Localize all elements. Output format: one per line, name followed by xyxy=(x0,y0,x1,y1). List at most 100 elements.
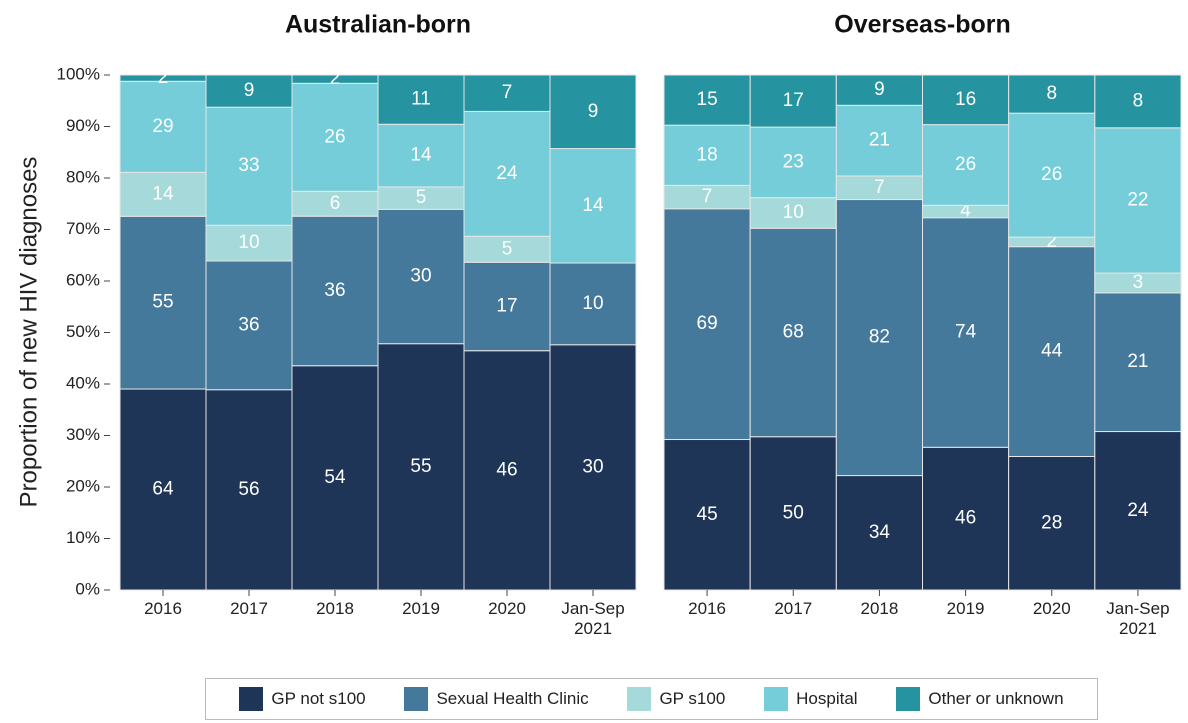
data-label: 10 xyxy=(582,293,603,314)
data-label: 10 xyxy=(238,232,259,253)
y-tick-label: 40% xyxy=(66,373,100,392)
data-label: 2 xyxy=(158,67,169,88)
y-axis-label: Proportion of new HIV diagnoses xyxy=(15,157,42,508)
bar-segment xyxy=(835,475,923,591)
x-tick-label: 2018 xyxy=(316,599,354,618)
bar-segment xyxy=(291,82,379,192)
data-label: 9 xyxy=(874,79,885,100)
data-label: 55 xyxy=(152,292,173,313)
data-label: 54 xyxy=(324,467,346,488)
y-tick-label: 30% xyxy=(66,425,100,444)
bar-segment xyxy=(549,344,637,591)
bar-segment xyxy=(119,80,207,173)
bar-segment xyxy=(1094,431,1182,591)
x-tick-label: Jan-Sep 2021 xyxy=(1106,599,1170,638)
data-label: 7 xyxy=(502,82,513,103)
bar-segment xyxy=(922,446,1010,591)
data-label: 7 xyxy=(874,177,885,198)
data-label: 68 xyxy=(783,322,804,343)
x-tick-label: 2016 xyxy=(688,599,726,618)
bar-segment xyxy=(922,124,1010,206)
legend-item: Other or unknown xyxy=(896,687,1064,711)
x-tick-label: 2020 xyxy=(1032,599,1071,618)
data-label: 22 xyxy=(1127,189,1148,210)
bar-segment xyxy=(377,208,465,345)
bar-segment xyxy=(1094,292,1182,433)
data-label: 14 xyxy=(582,195,604,216)
data-label: 2 xyxy=(1046,231,1057,252)
bar-segment xyxy=(835,74,923,106)
bar-segment xyxy=(663,208,751,441)
x-tick-label: 2020 xyxy=(488,599,526,618)
data-label: 10 xyxy=(783,202,804,223)
x-tick-label: 2019 xyxy=(402,599,440,618)
data-label: 55 xyxy=(410,456,431,477)
x-tick-label: 2017 xyxy=(230,599,268,618)
data-label: 30 xyxy=(410,266,431,287)
data-label: 4 xyxy=(960,201,971,222)
legend-item: GP not s100 xyxy=(239,687,366,711)
y-tick-label: 90% xyxy=(66,116,100,135)
bar-segment xyxy=(463,74,551,112)
data-label: 5 xyxy=(416,187,427,208)
x-tick-label: 2017 xyxy=(774,599,813,618)
bar-segment xyxy=(749,74,837,128)
legend-label: GP s100 xyxy=(659,689,726,708)
bar-segment xyxy=(205,389,293,591)
data-label: 11 xyxy=(411,89,431,110)
data-label: 26 xyxy=(1041,164,1062,185)
data-label: 6 xyxy=(330,193,341,214)
data-label: 26 xyxy=(324,126,345,147)
bar-segment xyxy=(749,197,837,229)
data-label: 69 xyxy=(697,313,718,334)
data-label: 18 xyxy=(697,144,718,165)
bar-segment xyxy=(549,262,637,346)
bar-segment xyxy=(1008,455,1096,591)
x-tick-label: Jan-Sep 2021 xyxy=(561,599,625,638)
y-tick-label: 0% xyxy=(75,579,100,598)
bar-segment xyxy=(377,74,465,125)
data-label: 15 xyxy=(697,89,718,110)
data-label: 8 xyxy=(1046,83,1057,104)
y-tick-label: 70% xyxy=(66,219,100,238)
data-label: 28 xyxy=(1041,512,1062,533)
data-label: 29 xyxy=(152,116,173,137)
legend-swatch xyxy=(239,687,264,711)
data-label: 21 xyxy=(1127,351,1148,372)
bar-segment xyxy=(549,148,637,264)
bar-segment xyxy=(291,215,379,367)
data-label: 82 xyxy=(869,327,890,348)
bar-segment xyxy=(119,171,207,217)
x-tick-label: 2016 xyxy=(144,599,182,618)
legend-label: Sexual Health Clinic xyxy=(436,689,589,708)
bar-segment xyxy=(377,343,465,591)
data-label: 26 xyxy=(955,154,976,175)
data-label: 36 xyxy=(238,314,259,335)
legend-item: Sexual Health Clinic xyxy=(404,687,589,711)
data-label: 50 xyxy=(783,502,804,523)
bar-segment xyxy=(749,436,837,591)
bar-segment xyxy=(1008,112,1096,238)
bar-segment xyxy=(663,124,751,186)
bar-segment xyxy=(291,365,379,591)
y-tick-label: 80% xyxy=(66,167,100,186)
data-label: 16 xyxy=(955,89,976,110)
data-label: 24 xyxy=(1127,500,1149,521)
bar-segment xyxy=(291,190,379,217)
legend: GP not s100 Sexual Health Clinic GP s100 Ho… xyxy=(205,678,1098,720)
data-label: 8 xyxy=(1133,90,1144,111)
y-tick-label: 100% xyxy=(57,64,100,83)
data-label: 17 xyxy=(783,90,804,111)
data-label: 7 xyxy=(702,186,713,207)
data-label: 30 xyxy=(582,456,603,477)
data-label: 64 xyxy=(152,479,174,500)
data-label: 36 xyxy=(324,280,345,301)
legend-swatch xyxy=(404,687,429,711)
bar-segment xyxy=(463,350,551,591)
data-label: 23 xyxy=(783,151,804,172)
data-label: 44 xyxy=(1041,341,1063,362)
legend-swatch xyxy=(627,687,652,711)
legend-label: Hospital xyxy=(796,689,858,708)
data-label: 34 xyxy=(869,522,891,543)
bar-segment xyxy=(1008,74,1096,114)
